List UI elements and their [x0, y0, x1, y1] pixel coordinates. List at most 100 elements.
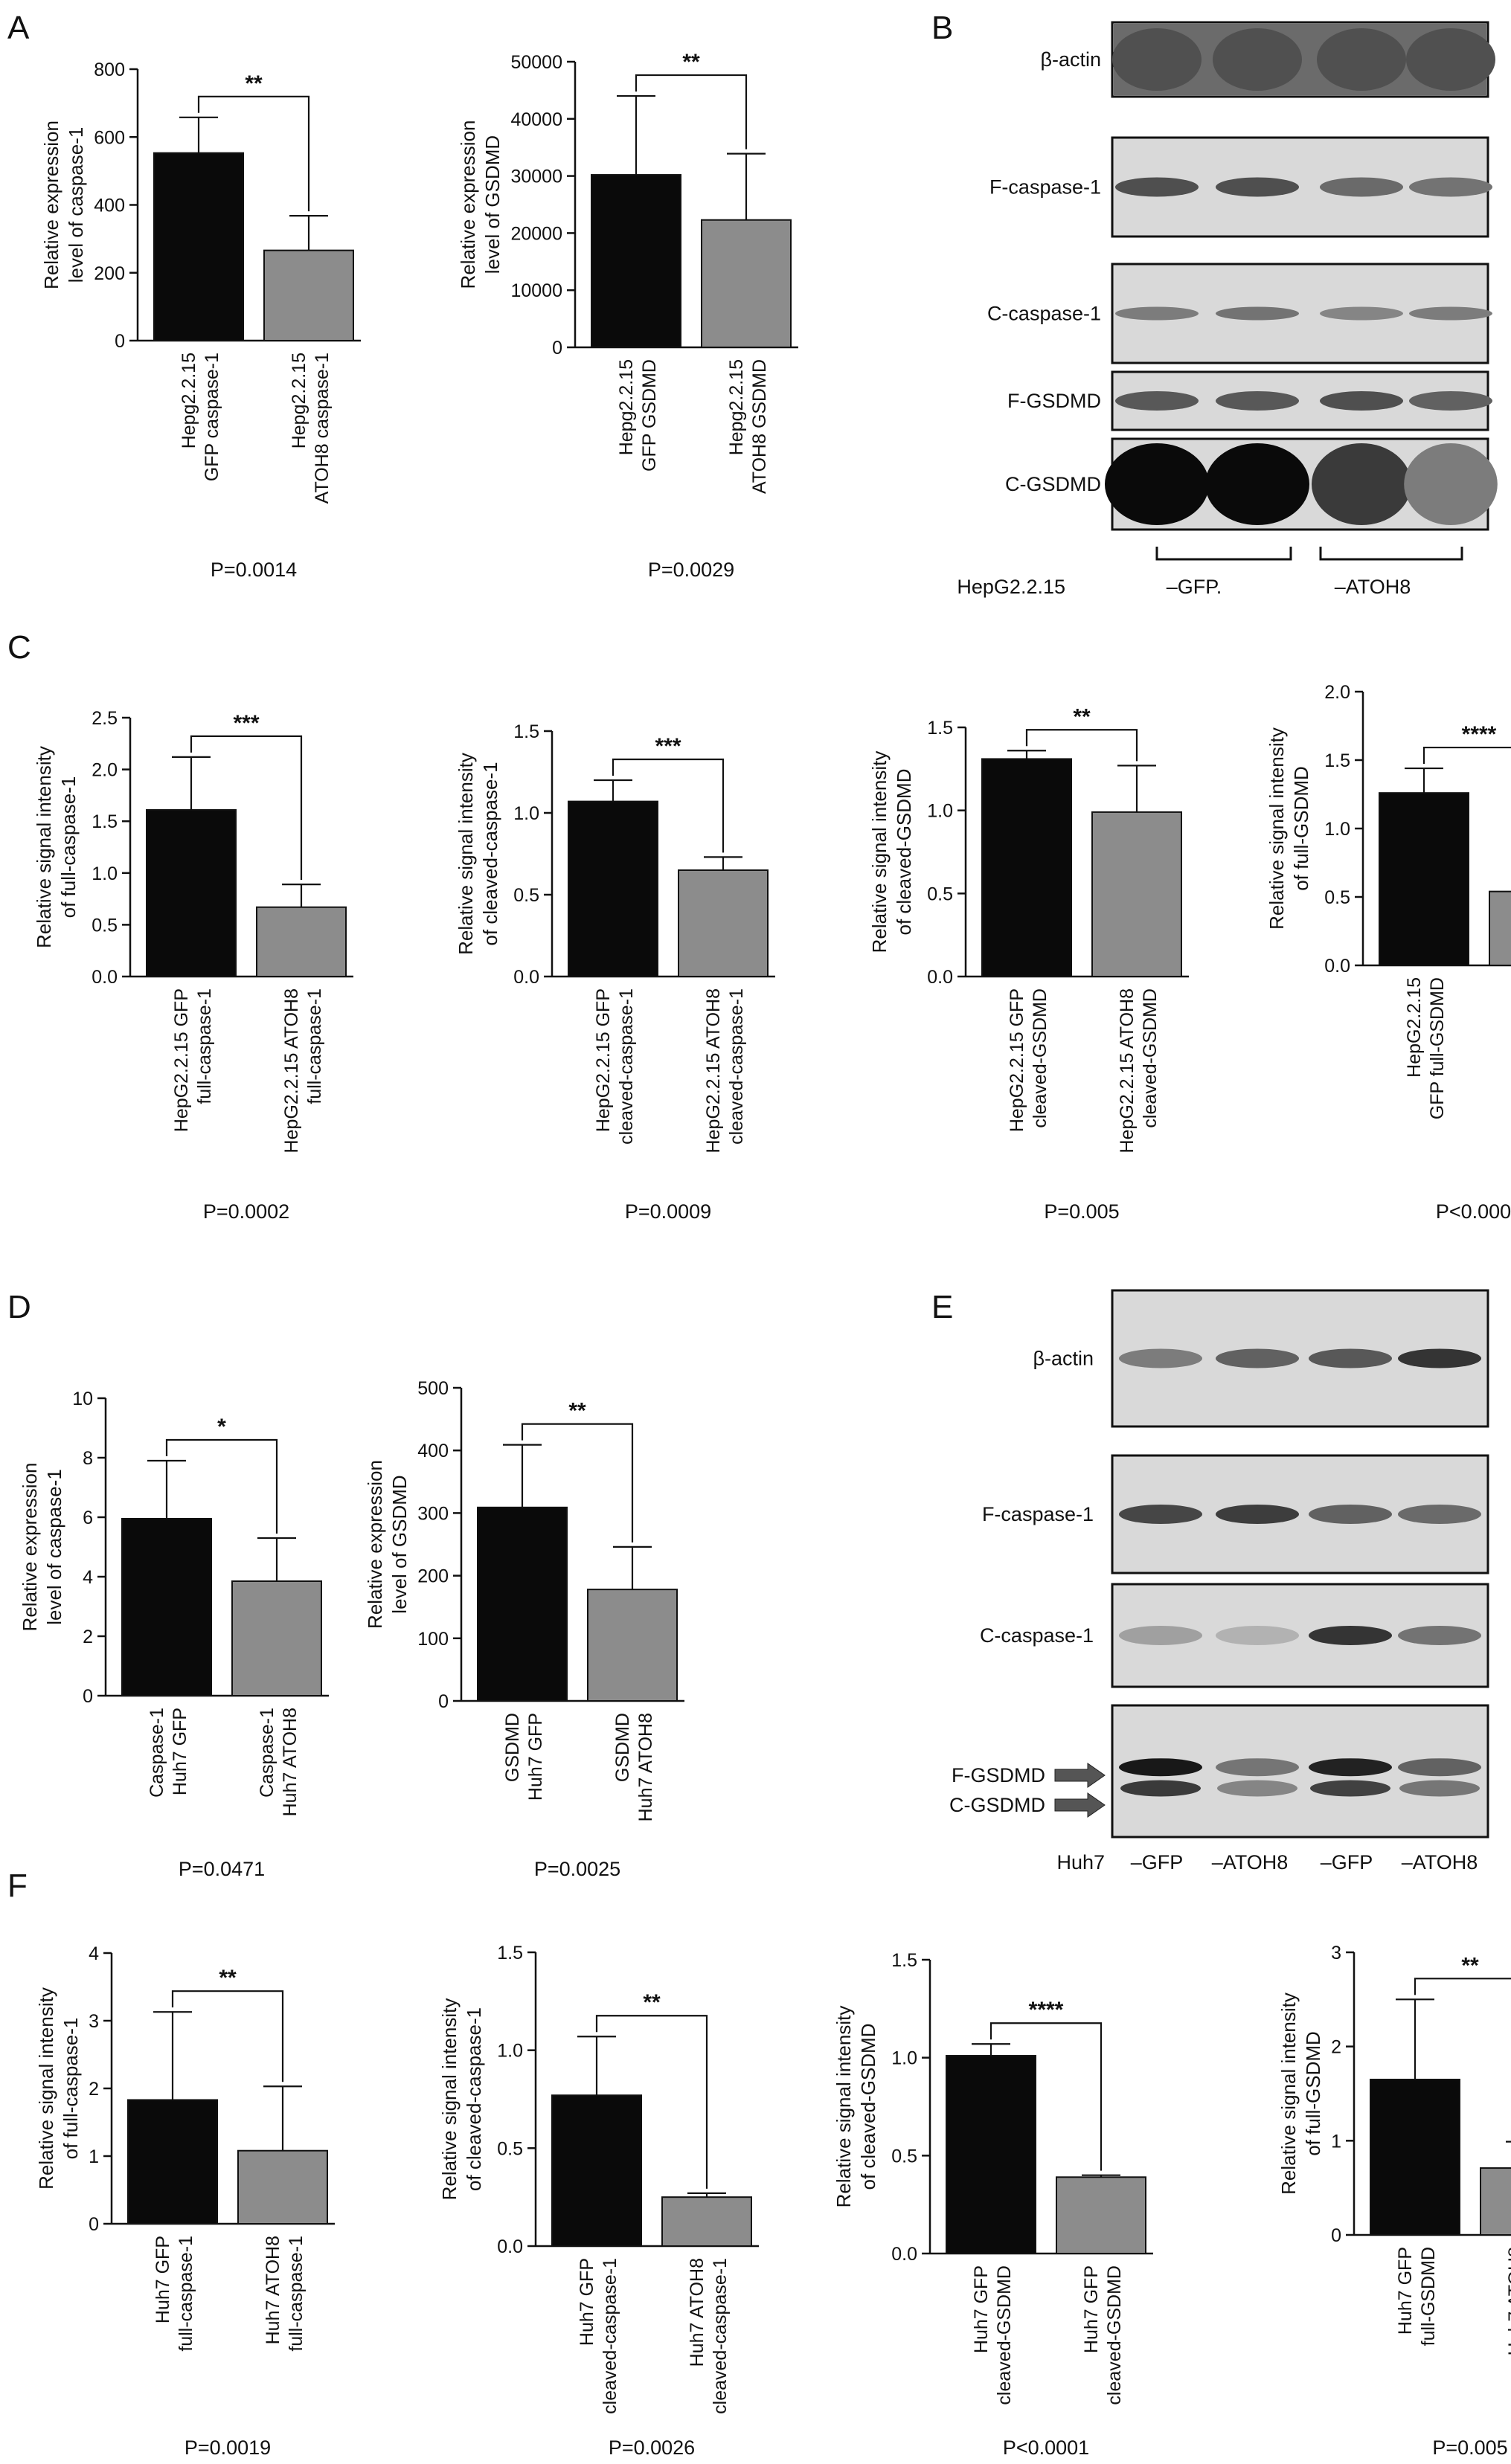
y-tick-label: 400 — [94, 196, 125, 216]
bar — [551, 2094, 642, 2248]
p-value: P=0.0002 — [203, 1200, 289, 1223]
p-value: P<0.0001 — [1003, 2436, 1089, 2459]
blot-band — [1115, 306, 1199, 321]
y-axis-title-line: of cleaved-caspase-1 — [463, 2007, 485, 2191]
y-axis-title-line: Relative signal intensity — [1277, 1992, 1300, 2195]
y-tick-label: 0.5 — [513, 885, 539, 906]
lane-label: –GFP — [1131, 1851, 1184, 1873]
panel-letter-D: D — [7, 1289, 31, 1325]
y-tick-label: 0.5 — [927, 884, 953, 904]
group-label: –GFP. — [1167, 576, 1222, 598]
bar — [1480, 2167, 1511, 2236]
bar — [661, 2196, 752, 2248]
blot-row: C-GSDMD — [1005, 437, 1498, 531]
y-tick-label: 4 — [83, 1567, 93, 1588]
y-axis-title: Relative expression level of GSDMD — [457, 120, 504, 289]
y-tick-label: 3 — [1331, 1943, 1341, 1963]
y-tick-label: 1.0 — [497, 2041, 523, 2062]
y-tick-label: 8 — [83, 1448, 93, 1469]
blot-row-label: β-actin — [1033, 1348, 1094, 1370]
p-value: P=0.0019 — [185, 2436, 271, 2459]
bar — [146, 808, 237, 977]
blot-row: C-caspase-1 — [987, 263, 1492, 364]
chart-D-7: 0 2 4 6 8 10 Relative expression level of caspa… — [19, 1389, 329, 1880]
significance-stars: ** — [568, 1399, 586, 1424]
blot-band — [1409, 391, 1492, 411]
x-category-label: Caspase-1 Huh7 GFP — [147, 1708, 190, 1798]
bar — [946, 2055, 1036, 2255]
x-category-label: Hepg2.2.15 ATOH8 GSDMD — [726, 359, 770, 494]
y-axis-title-line: Relative signal intensity — [1265, 727, 1288, 930]
blot-row: β-actin — [1033, 1289, 1489, 1428]
y-axis-title-line: Relative signal intensity — [455, 753, 477, 955]
group-bracket — [1155, 547, 1292, 561]
y-tick-label: 30000 — [510, 167, 562, 187]
bar — [1370, 2079, 1460, 2236]
blot-band — [1312, 443, 1411, 525]
significance-stars: * — [217, 1415, 226, 1439]
y-tick-label: 1.0 — [92, 863, 118, 884]
y-axis-title-line: of cleaved-GSDMD — [893, 769, 915, 936]
significance-stars: *** — [655, 734, 681, 759]
bar — [256, 906, 347, 977]
blot-band — [1115, 391, 1199, 411]
y-axis-title-line: Relative expression — [19, 1463, 41, 1632]
x-category-label-line: Huh7 GFP — [1081, 2265, 1102, 2353]
x-category-label: Huh7 GFP full-caspase-1 — [153, 2236, 196, 2352]
x-category-label-line: Huh7 ATOH8 — [280, 1708, 301, 1816]
significance-bracket — [197, 95, 310, 212]
western-blots: β-actin F-caspase-1 C-caspase-1 F-GSDMD C-GS… — [949, 21, 1498, 1873]
blot-panel-E: β-actin F-caspase-1 C-caspase-1 F-GSDMD C-GS… — [949, 1289, 1489, 1873]
chart-F-9: 0 1 2 3 4 Relative signal intensity of full-ca… — [35, 1943, 335, 2459]
arrow-icon — [1054, 1792, 1106, 1818]
blot-band — [1216, 1626, 1299, 1645]
bar — [121, 1518, 212, 1696]
blot-band — [1320, 391, 1403, 411]
y-tick-label: 0 — [552, 338, 562, 358]
blot-band — [1216, 1505, 1299, 1524]
panel-letter-C: C — [7, 629, 31, 666]
y-axis-title-line: Relative expression — [364, 1460, 386, 1629]
x-category-label-line: cleaved-caspase-1 — [726, 988, 747, 1145]
y-axis-title: Relative signal intensity of full-GSDMD — [1277, 1992, 1324, 2195]
blot-band — [1399, 1780, 1480, 1797]
y-tick-label: 600 — [94, 127, 125, 148]
blot-band — [1119, 1348, 1202, 1368]
blot-band — [1112, 28, 1202, 91]
y-tick-label: 0.0 — [927, 967, 953, 988]
x-category-label: Hepg2.2.15 GFP caspase-1 — [179, 353, 222, 481]
blot-band — [1309, 1758, 1392, 1777]
y-tick-label: 6 — [83, 1508, 93, 1528]
y-axis-title: Relative signal intensity of cleaved-casp… — [438, 1998, 485, 2201]
y-axis-title-line: Relative signal intensity — [35, 1987, 57, 2190]
cell-line-label: HepG2.2.15 — [957, 576, 1065, 598]
y-tick-label: 0 — [1331, 2225, 1341, 2246]
y-tick-label: 1.0 — [513, 803, 539, 824]
group-bracket — [1319, 547, 1463, 561]
x-category-label-line: GSDMD — [612, 1713, 633, 1782]
significance-bracket — [190, 735, 303, 881]
y-tick-label: 50000 — [510, 52, 562, 73]
x-category-label-line: full-GSDMD — [1418, 2247, 1439, 2346]
lane-label: –ATOH8 — [1212, 1851, 1289, 1873]
blot-band — [1105, 443, 1209, 525]
significance-stars: ** — [219, 1966, 237, 1990]
x-category-label-line: HepG2.2.15 GFP — [593, 988, 614, 1132]
y-tick-label: 400 — [417, 1441, 449, 1461]
y-axis-title: Relative signal intensity of full-GSDMD — [1265, 727, 1312, 930]
y-tick-label: 0.5 — [891, 2146, 917, 2167]
bar — [568, 800, 658, 977]
y-axis-title-line: level of GSDMD — [481, 135, 504, 274]
chart-D-8: 0 100 200 300 400 500 Relative expression level… — [364, 1378, 684, 1880]
chart-F-10: 0.0 0.5 1.0 1.5 Relative signal intensity of … — [438, 1943, 759, 2459]
blot-band — [1398, 1626, 1481, 1645]
y-axis-title-line: of full-caspase-1 — [57, 776, 80, 919]
x-category-label-line: Huh7 GFP — [971, 2265, 992, 2353]
y-tick-label: 0.0 — [891, 2244, 917, 2265]
significance-bracket — [595, 2015, 708, 2189]
y-tick-label: 0.0 — [1324, 956, 1350, 977]
blot-band — [1120, 1780, 1201, 1797]
y-tick-label: 0 — [438, 1691, 449, 1712]
blot-band — [1409, 177, 1492, 197]
x-category-label-line: Caspase-1 — [257, 1708, 278, 1798]
